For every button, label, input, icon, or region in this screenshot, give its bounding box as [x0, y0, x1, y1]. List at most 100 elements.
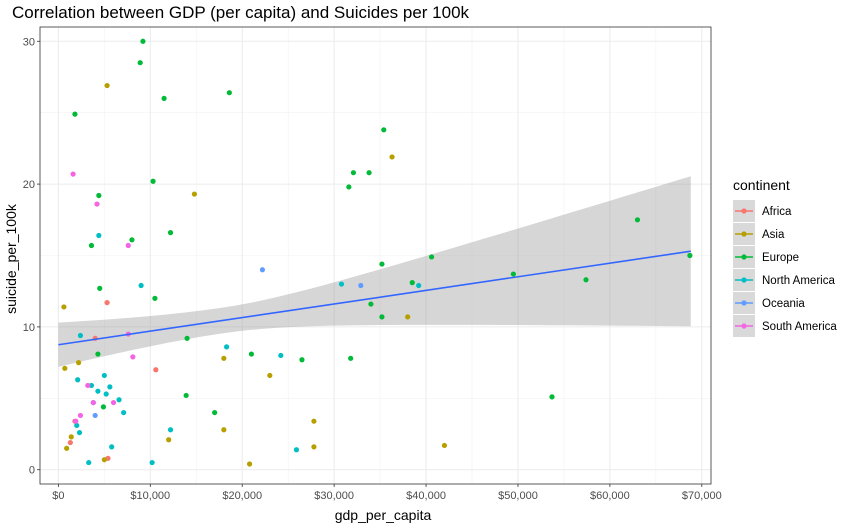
data-point-north-america: [167, 427, 174, 433]
data-point-asia: [221, 355, 227, 361]
data-point-europe: [72, 111, 78, 117]
data-point-north-america: [74, 422, 80, 429]
data-point-europe: [184, 335, 190, 341]
data-point-europe: [97, 285, 103, 291]
legend-title: continent: [733, 177, 790, 193]
data-point-north-america: [88, 382, 95, 389]
data-point-europe: [100, 404, 107, 410]
legend-label-asia: Asia: [762, 229, 785, 241]
legend-key-point-oceania: [741, 300, 747, 306]
legend-key-point-africa: [741, 208, 747, 214]
data-point-asia: [101, 457, 107, 463]
data-point-europe: [95, 351, 101, 357]
data-point-asia: [166, 437, 172, 443]
data-point-europe: [381, 127, 387, 133]
regression-line: [58, 250, 691, 346]
data-point-south-america: [85, 382, 91, 389]
legend-key-point-europe: [741, 254, 747, 260]
data-point-asia: [389, 154, 395, 160]
data-point-oceania: [358, 282, 364, 289]
legend-label-oceania: Oceania: [762, 298, 805, 310]
data-point-asia: [62, 365, 68, 371]
x-tick-label: $10,000: [130, 490, 170, 502]
data-point-europe: [428, 254, 435, 260]
data-point-europe: [212, 409, 218, 416]
data-point-europe: [226, 90, 232, 96]
data-point-africa: [67, 439, 73, 446]
data-point-europe: [152, 295, 158, 301]
data-point-europe: [350, 170, 357, 176]
data-point-europe: [583, 277, 589, 283]
data-point-europe: [346, 184, 352, 190]
data-point-europe: [88, 242, 95, 249]
data-point-north-america: [77, 332, 84, 339]
points: [61, 38, 693, 467]
legend-label-north-america: North America: [762, 275, 835, 287]
x-tick-label: $30,000: [314, 490, 354, 502]
data-point-asia: [68, 434, 74, 440]
legend-label-africa: Africa: [762, 206, 792, 218]
x-axis-title: gdp_per_capita: [335, 507, 432, 523]
data-point-north-america: [107, 384, 113, 390]
data-point-asia: [61, 304, 67, 310]
data-point-oceania: [92, 412, 98, 419]
legend-key-point-north-america: [741, 277, 747, 283]
x-tick-label: $50,000: [498, 490, 538, 502]
data-point-north-america: [95, 388, 101, 394]
data-point-north-america: [116, 397, 122, 403]
legend-label-south-america: South America: [762, 321, 837, 333]
x-tick-label: $20,000: [222, 490, 262, 502]
data-point-europe: [161, 95, 167, 102]
y-tick-label: 30: [23, 36, 35, 48]
data-point-oceania: [259, 267, 266, 273]
data-point-north-america: [138, 282, 144, 289]
data-point-europe: [634, 217, 641, 223]
y-tick-label: 10: [23, 322, 35, 334]
data-point-south-america: [90, 399, 96, 406]
data-point-europe: [248, 351, 255, 357]
confidence-band: [58, 176, 691, 367]
data-point-north-america: [86, 459, 92, 466]
data-point-europe: [96, 192, 102, 199]
data-point-north-america: [96, 232, 102, 239]
data-point-europe: [348, 355, 354, 361]
data-point-europe: [129, 237, 135, 243]
data-point-north-america: [75, 377, 81, 383]
data-point-europe: [379, 261, 385, 267]
axes: $0 $10,000 $20,000 $30,000 $40,000 $50,000 $60…: [23, 36, 722, 502]
data-point-north-america: [121, 409, 127, 416]
legend-label-europe: Europe: [762, 252, 799, 264]
data-point-europe: [366, 170, 372, 176]
data-point-europe: [150, 178, 156, 184]
data-point-asia: [405, 314, 411, 320]
data-point-europe: [510, 271, 516, 277]
data-point-asia: [311, 418, 317, 424]
data-point-europe: [409, 280, 415, 286]
data-point-north-america: [101, 372, 107, 379]
data-point-asia: [64, 445, 70, 451]
data-point-south-america: [70, 171, 76, 177]
data-point-europe: [687, 252, 693, 259]
data-point-south-america: [77, 412, 84, 419]
data-point-south-america: [130, 354, 136, 360]
data-point-europe: [549, 394, 555, 400]
legend: continent Africa Asia Europe North America O…: [733, 177, 837, 337]
data-point-asia: [246, 461, 253, 467]
data-point-south-america: [125, 242, 131, 249]
data-point-asia: [311, 444, 317, 450]
data-point-europe: [137, 60, 143, 66]
data-point-asia: [76, 360, 82, 366]
data-point-south-america: [110, 399, 117, 406]
y-tick-label: 0: [29, 465, 35, 477]
regression-line-layer: [58, 250, 691, 346]
data-point-asia: [441, 442, 448, 449]
data-point-north-america: [76, 429, 83, 436]
data-point-europe: [379, 314, 385, 320]
data-point-africa: [104, 300, 110, 306]
data-point-africa: [153, 367, 159, 373]
data-point-asia: [191, 191, 198, 197]
data-point-north-america: [416, 282, 422, 289]
data-point-north-america: [223, 344, 230, 350]
data-point-europe: [167, 230, 174, 236]
